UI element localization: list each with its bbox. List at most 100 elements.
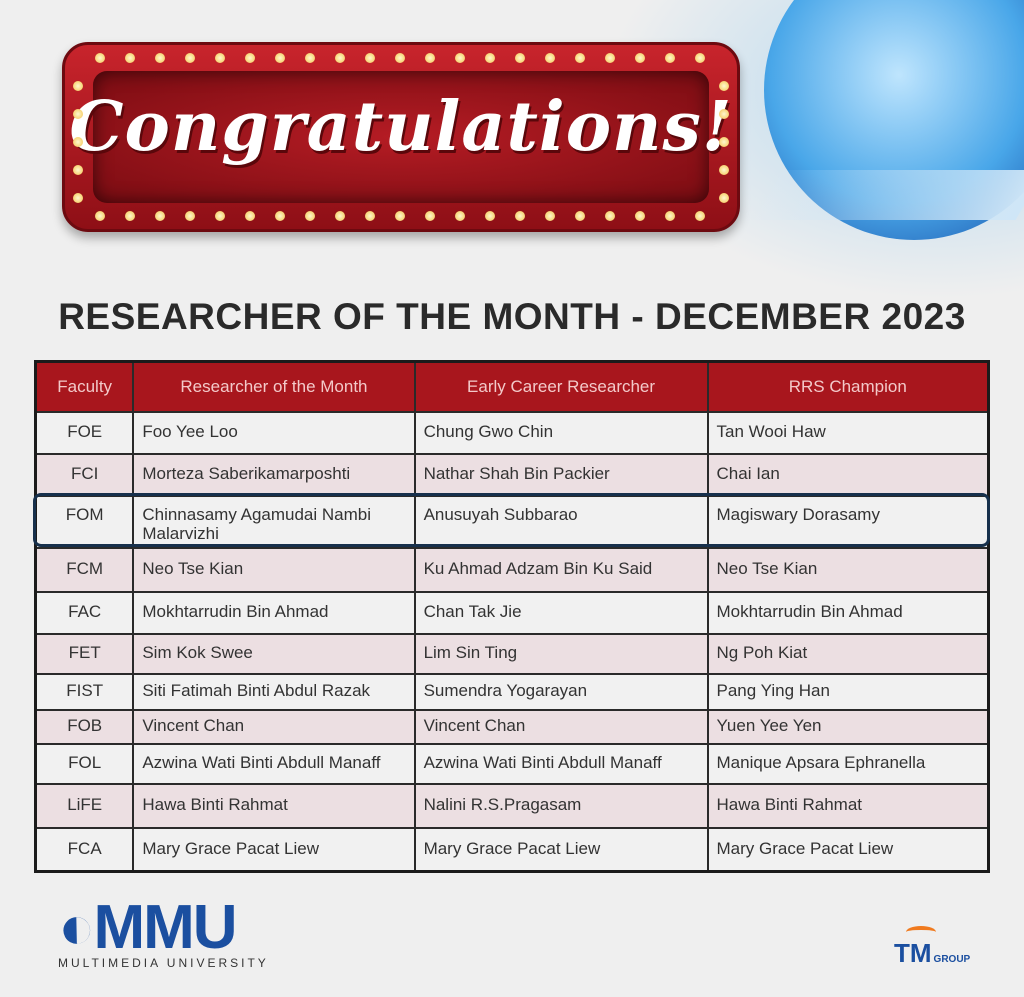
light-bulb-icon <box>245 53 255 63</box>
researcher-cell: Siti Fatimah Binti Abdul Razak <box>132 672 416 711</box>
table-row: FCM Neo Tse Kian Ku Ahmad Adzam Bin Ku Sai… <box>34 546 990 593</box>
light-bulb-icon <box>719 193 729 203</box>
light-bulb-icon <box>365 211 375 221</box>
mmu-logo-subtitle: MULTIMEDIA UNIVERSITY <box>58 956 269 970</box>
table-row: FCI Morteza Saberikamarposhti Nathar Shah … <box>34 452 990 497</box>
light-bulb-icon <box>515 53 525 63</box>
rrs-champion-cell: Mary Grace Pacat Liew <box>706 826 990 873</box>
light-bulb-icon <box>365 53 375 63</box>
light-bulb-icon <box>485 211 495 221</box>
light-bulb-icon <box>185 53 195 63</box>
researcher-cell: Mary Grace Pacat Liew <box>132 826 416 873</box>
light-bulb-icon <box>425 53 435 63</box>
banner-text: Congratulations! <box>69 87 733 167</box>
early-career-cell: Mary Grace Pacat Liew <box>413 826 709 873</box>
column-header: RRS Champion <box>706 360 990 413</box>
light-bulb-icon <box>155 53 165 63</box>
table-row: FAC Mokhtarrudin Bin Ahmad Chan Tak Jie Mok… <box>34 590 990 635</box>
light-bulb-icon <box>395 53 405 63</box>
table-row: LiFE Hawa Binti Rahmat Nalini R.S.Pragasam… <box>34 782 990 829</box>
column-header: Researcher of the Month <box>132 360 416 413</box>
light-bulb-icon <box>695 211 705 221</box>
light-bulb-icon <box>485 53 495 63</box>
light-bulb-icon <box>215 211 225 221</box>
researcher-cell: Vincent Chan <box>132 708 416 745</box>
light-bulb-icon <box>425 211 435 221</box>
faculty-cell: FAC <box>34 590 135 635</box>
tm-group-logo: TM GROUP <box>894 926 970 969</box>
column-header: Early Career Researcher <box>413 360 709 413</box>
light-bulb-icon <box>719 81 729 91</box>
faculty-cell: FET <box>34 632 135 675</box>
table-row: FOL Azwina Wati Binti Abdull Manaff Azwina… <box>34 742 990 785</box>
page-title: RESEARCHER OF THE MONTH - DECEMBER 2023 <box>58 296 966 337</box>
mmu-logo: ◐MMU MULTIMEDIA UNIVERSITY <box>58 893 269 971</box>
early-career-cell: Nathar Shah Bin Packier <box>413 452 709 497</box>
faculty-cell: FIST <box>34 672 135 711</box>
light-bulb-icon <box>335 53 345 63</box>
light-bulb-icon <box>73 165 83 175</box>
light-bulb-icon <box>605 211 615 221</box>
column-header: Faculty <box>34 360 135 413</box>
researcher-cell: Sim Kok Swee <box>132 632 416 675</box>
light-bulb-icon <box>275 53 285 63</box>
light-bulb-icon <box>545 53 555 63</box>
light-bulb-icon <box>455 211 465 221</box>
light-bulb-icon <box>215 53 225 63</box>
light-bulb-icon <box>605 53 615 63</box>
decorative-plate <box>745 170 1024 220</box>
early-career-cell: Ku Ahmad Adzam Bin Ku Said <box>413 546 709 593</box>
researcher-cell: Neo Tse Kian <box>132 546 416 593</box>
rrs-champion-cell: Chai Ian <box>706 452 990 497</box>
light-bulb-icon <box>275 211 285 221</box>
early-career-cell: Nalini R.S.Pragasam <box>413 782 709 829</box>
rrs-champion-cell: Manique Apsara Ephranella <box>706 742 990 785</box>
congratulations-banner: Congratulations! <box>62 42 740 232</box>
rrs-champion-cell: Magiswary Dorasamy <box>706 494 990 549</box>
light-bulb-icon <box>695 53 705 63</box>
light-bulb-icon <box>73 137 83 147</box>
researcher-table: Faculty Researcher of the Month Early Care… <box>34 360 990 873</box>
light-bulb-icon <box>545 211 555 221</box>
light-bulb-icon <box>125 211 135 221</box>
early-career-cell: Azwina Wati Binti Abdull Manaff <box>413 742 709 785</box>
light-bulb-icon <box>73 193 83 203</box>
faculty-cell: FOB <box>34 708 135 745</box>
light-bulb-icon <box>95 53 105 63</box>
researcher-cell: Hawa Binti Rahmat <box>132 782 416 829</box>
light-bulb-icon <box>245 211 255 221</box>
tm-swoosh-icon <box>906 926 936 938</box>
faculty-cell: FCM <box>34 546 135 593</box>
light-bulb-icon <box>635 53 645 63</box>
light-bulb-icon <box>575 53 585 63</box>
researcher-cell: Foo Yee Loo <box>132 410 416 455</box>
faculty-cell: LiFE <box>34 782 135 829</box>
rrs-champion-cell: Neo Tse Kian <box>706 546 990 593</box>
light-bulb-icon <box>73 109 83 119</box>
light-bulb-icon <box>155 211 165 221</box>
researcher-cell: Mokhtarrudin Bin Ahmad <box>132 590 416 635</box>
early-career-cell: Chan Tak Jie <box>413 590 709 635</box>
light-bulb-icon <box>719 165 729 175</box>
light-bulb-icon <box>515 211 525 221</box>
light-bulb-icon <box>665 53 675 63</box>
early-career-cell: Sumendra Yogarayan <box>413 672 709 711</box>
light-bulb-icon <box>305 211 315 221</box>
early-career-cell: Anusuyah Subbarao <box>413 494 709 549</box>
rrs-champion-cell: Hawa Binti Rahmat <box>706 782 990 829</box>
researcher-cell: Chinnasamy Agamudai Nambi Malarvizhi <box>132 494 416 549</box>
table-row: FOE Foo Yee Loo Chung Gwo Chin Tan Wooi Haw <box>34 410 990 455</box>
light-bulb-icon <box>395 211 405 221</box>
light-bulb-icon <box>73 81 83 91</box>
light-bulb-icon <box>335 211 345 221</box>
table-row: FOB Vincent Chan Vincent Chan Yuen Yee Yen <box>34 708 990 745</box>
mmu-logo-mark: ◐MMU <box>58 893 238 962</box>
banner-inner <box>93 71 709 203</box>
light-bulb-icon <box>305 53 315 63</box>
rrs-champion-cell: Tan Wooi Haw <box>706 410 990 455</box>
table-row: FIST Siti Fatimah Binti Abdul Razak Sumend… <box>34 672 990 711</box>
rrs-champion-cell: Mokhtarrudin Bin Ahmad <box>706 590 990 635</box>
light-bulb-icon <box>719 109 729 119</box>
researcher-cell: Morteza Saberikamarposhti <box>132 452 416 497</box>
light-bulb-icon <box>185 211 195 221</box>
